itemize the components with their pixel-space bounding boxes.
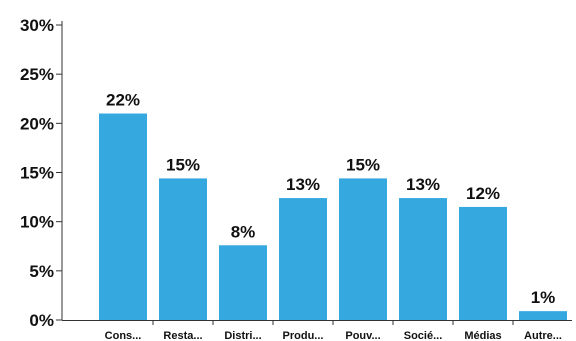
y-tick-label: 25%: [20, 65, 54, 84]
axes: [61, 21, 572, 321]
bar: [279, 198, 327, 320]
y-tick-label: 30%: [20, 16, 54, 35]
y-tick-label: 0%: [29, 311, 54, 330]
bar: [159, 178, 207, 320]
data-label: 1%: [531, 288, 556, 307]
x-tick-label: Cons...: [105, 330, 142, 341]
x-tick-label: Pouv...: [345, 330, 380, 341]
y-tick-label: 20%: [20, 114, 54, 133]
y-tick-label: 15%: [20, 164, 54, 183]
data-label: 13%: [406, 175, 440, 194]
x-tick-label: Socié...: [404, 330, 443, 341]
y-axis-ticks: 0% 5% 10% 15% 20% 25% 30%: [20, 16, 62, 330]
bar: [99, 113, 147, 320]
x-tick-label: Autre...: [524, 330, 562, 341]
x-tick-label: Distri...: [224, 330, 261, 341]
bar: [519, 311, 567, 320]
data-label: 15%: [166, 155, 200, 174]
bar: [459, 206, 507, 320]
bar: [219, 245, 267, 320]
bar: [399, 198, 447, 320]
y-tick-label: 5%: [29, 262, 54, 281]
x-tick-label: Médias: [464, 330, 501, 341]
data-label: 22%: [106, 91, 140, 110]
data-label: 15%: [346, 155, 380, 174]
x-tick-label: Produ...: [283, 330, 324, 341]
bars: [99, 113, 567, 320]
x-axis-ticks: Cons... Resta... Distri... Produ... Pouv... S…: [105, 320, 562, 341]
data-label: 8%: [231, 222, 256, 241]
data-label: 13%: [286, 175, 320, 194]
data-labels: 22% 15% 8% 13% 15% 13% 12% 1%: [106, 91, 555, 308]
bar: [339, 178, 387, 320]
y-tick-label: 10%: [20, 213, 54, 232]
data-label: 12%: [466, 184, 500, 203]
x-tick-label: Resta...: [163, 330, 202, 341]
